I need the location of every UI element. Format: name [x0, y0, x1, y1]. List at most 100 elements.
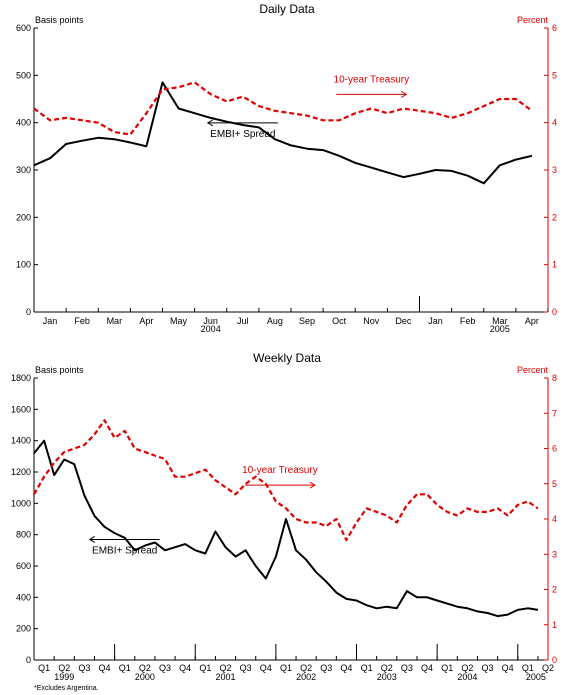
x-tick-label: Q2	[461, 663, 473, 673]
x-tick-label: Aug	[267, 316, 283, 326]
x-tick-label: Q2	[542, 663, 554, 673]
year-label: 2005	[526, 672, 546, 682]
x-tick-label: Jan	[43, 316, 58, 326]
x-tick-label: Jul	[237, 316, 249, 326]
right-tick-label: 0	[552, 655, 557, 665]
x-tick-label: Q1	[38, 663, 50, 673]
x-tick-label: Q1	[522, 663, 534, 673]
x-tick-label: Q3	[240, 663, 252, 673]
x-tick-label: Q4	[340, 663, 352, 673]
x-tick-label: Q3	[320, 663, 332, 673]
x-tick-label: Q4	[502, 663, 514, 673]
x-tick-label: Q3	[78, 663, 90, 673]
right-tick-label: 6	[552, 444, 557, 454]
right-tick-label: 4	[552, 514, 557, 524]
embi-spread-annotation: EMBI+ Spread	[210, 129, 275, 140]
x-tick-label: Q2	[300, 663, 312, 673]
embi-spread-annotation: EMBI+ Spread	[92, 545, 157, 556]
x-tick-label: Q2	[139, 663, 151, 673]
left-tick-label: 600	[16, 23, 31, 33]
x-tick-label: Feb	[74, 316, 90, 326]
arrow-head-icon	[206, 119, 214, 127]
right-tick-label: 4	[552, 118, 557, 128]
treasury-yield-line	[33, 81, 533, 136]
x-tick-label: Jun	[203, 316, 218, 326]
x-tick-label: Q3	[482, 663, 494, 673]
x-tick-label: Oct	[332, 316, 347, 326]
left-tick-label: 600	[16, 561, 31, 571]
arrow-head-icon	[401, 91, 408, 98]
embi-spread-line	[33, 81, 533, 185]
x-tick-label: Nov	[363, 316, 380, 326]
year-label: 2003	[377, 672, 397, 682]
treasury-annotation: 10-year Treasury	[334, 74, 410, 85]
x-tick-label: Mar	[107, 316, 123, 326]
x-tick-label: Q2	[381, 663, 393, 673]
daily-right-axis-label: Percent	[517, 15, 549, 25]
left-tick-label: 200	[16, 624, 31, 634]
left-tick-label: 100	[16, 260, 31, 270]
right-tick-label: 3	[552, 165, 557, 175]
right-tick-label: 0	[552, 307, 557, 317]
right-tick-label: 6	[552, 23, 557, 33]
left-tick-label: 400	[16, 118, 31, 128]
right-tick-label: 3	[552, 549, 557, 559]
left-tick-label: 400	[16, 592, 31, 602]
x-tick-label: Apr	[139, 316, 153, 326]
right-tick-label: 7	[552, 408, 557, 418]
weekly-chart-title: Weekly Data	[253, 351, 321, 365]
right-tick-label: 2	[552, 212, 557, 222]
x-tick-label: May	[170, 316, 188, 326]
x-tick-label: Q3	[401, 663, 413, 673]
x-tick-label: Apr	[525, 316, 539, 326]
x-tick-label: Jan	[428, 316, 443, 326]
left-tick-label: 200	[16, 212, 31, 222]
left-tick-label: 0	[26, 655, 31, 665]
x-tick-label: Q3	[159, 663, 171, 673]
treasury-yield-line	[33, 419, 539, 542]
year-label: 2005	[490, 324, 510, 334]
x-tick-label: Q4	[99, 663, 111, 673]
arrow-head-icon	[88, 536, 95, 543]
left-tick-label: 300	[16, 165, 31, 175]
year-label: 2000	[135, 672, 155, 682]
x-tick-label: Q2	[58, 663, 70, 673]
arrow-head-icon	[309, 481, 316, 489]
left-tick-label: 1200	[11, 467, 31, 477]
left-tick-label: 1800	[11, 373, 31, 383]
year-label: 2004	[457, 672, 477, 682]
x-tick-label: Q1	[199, 663, 211, 673]
right-tick-label: 5	[552, 479, 557, 489]
x-tick-label: Sep	[299, 316, 315, 326]
daily-chart-title: Daily Data	[259, 2, 315, 16]
embi-spread-line	[33, 439, 539, 618]
left-tick-label: 1400	[11, 436, 31, 446]
treasury-annotation: 10-year Treasury	[242, 465, 318, 476]
daily-left-axis-label: Basis points	[35, 15, 84, 25]
x-tick-label: Q1	[441, 663, 453, 673]
x-tick-label: Feb	[460, 316, 476, 326]
right-tick-label: 2	[552, 585, 557, 595]
x-tick-label: Dec	[395, 316, 412, 326]
left-tick-label: 800	[16, 530, 31, 540]
x-tick-label: Q4	[260, 663, 272, 673]
right-tick-label: 8	[552, 373, 557, 383]
weekly-left-axis-label: Basis points	[35, 365, 84, 375]
right-tick-label: 1	[552, 260, 557, 270]
year-label: 2002	[296, 672, 316, 682]
right-tick-label: 5	[552, 70, 557, 80]
x-tick-label: Q2	[219, 663, 231, 673]
x-tick-label: Mar	[492, 316, 508, 326]
left-tick-label: 0	[26, 307, 31, 317]
right-tick-label: 1	[552, 620, 557, 630]
year-label: 1999	[54, 672, 74, 682]
left-tick-label: 1600	[11, 404, 31, 414]
x-tick-label: Q4	[421, 663, 433, 673]
weekly-chart-panel: Weekly Data Basis points Percent 0 200 400…	[11, 351, 557, 682]
x-tick-label: Q1	[361, 663, 373, 673]
daily-chart-panel: Daily Data Basis points Percent 0 100 200 3…	[16, 2, 557, 334]
year-label: 2001	[215, 672, 235, 682]
weekly-right-axis-label: Percent	[517, 365, 549, 375]
year-label: 2004	[201, 324, 221, 334]
